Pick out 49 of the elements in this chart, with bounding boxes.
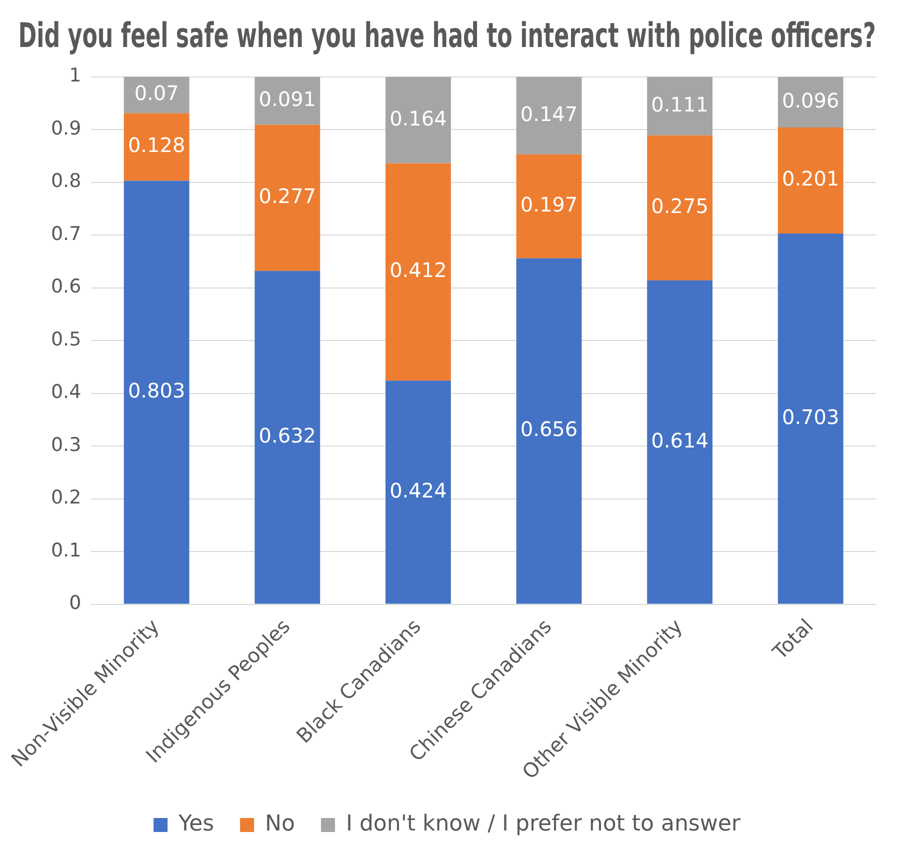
bar (516, 154, 582, 258)
data-label: 0.277 (258, 184, 316, 208)
bar (647, 135, 712, 280)
y-tick-label: 0.5 (50, 328, 82, 350)
bar (254, 270, 320, 604)
bar (254, 76, 320, 125)
data-label: 0.424 (390, 478, 447, 502)
data-label: 0.147 (520, 102, 578, 126)
bar (778, 233, 844, 604)
y-tick-label: 0.1 (50, 539, 82, 562)
data-label: 0.197 (520, 192, 578, 216)
y-tick-label: 0.7 (50, 222, 82, 245)
bar (385, 163, 451, 381)
bar (647, 280, 712, 604)
data-label: 0.412 (390, 258, 447, 282)
data-label: 0.656 (520, 417, 578, 442)
data-label: 0.111 (651, 92, 708, 116)
bar (516, 76, 582, 154)
y-tick-label: 1 (69, 64, 82, 87)
legend-label: I don't know / I prefer not to answer (346, 812, 742, 837)
bar (124, 113, 190, 181)
data-label: 0.096 (782, 88, 840, 112)
legend-label: No (265, 812, 295, 837)
y-tick-label: 0.6 (50, 276, 82, 298)
data-label: 0.201 (782, 166, 840, 191)
data-label: 0.803 (128, 378, 186, 402)
y-tick-label: 0.4 (50, 381, 82, 404)
bar (647, 76, 712, 136)
data-label: 0.164 (390, 106, 447, 130)
y-tick-label: 0.3 (50, 434, 82, 456)
y-tick-label: 0.2 (50, 486, 82, 509)
data-label: 0.07 (134, 80, 179, 105)
bar (385, 76, 451, 164)
bar (254, 124, 320, 271)
bar (778, 127, 844, 234)
data-label: 0.091 (258, 87, 316, 112)
y-tick-label: 0.9 (50, 117, 82, 140)
y-tick-label: 0 (69, 592, 82, 614)
data-label: 0.703 (782, 404, 840, 429)
data-label: 0.614 (651, 428, 708, 452)
data-label: 0.632 (258, 424, 316, 448)
legend-label: Yes (178, 812, 214, 837)
data-label: 0.128 (128, 133, 186, 158)
bar (516, 258, 582, 604)
bar (385, 380, 451, 604)
data-label: 0.275 (651, 194, 708, 218)
bar (124, 180, 190, 604)
y-tick-label: 0.8 (50, 170, 82, 192)
chart-title: Did you feel safe when you have had to interact with police officers? (18, 15, 876, 56)
